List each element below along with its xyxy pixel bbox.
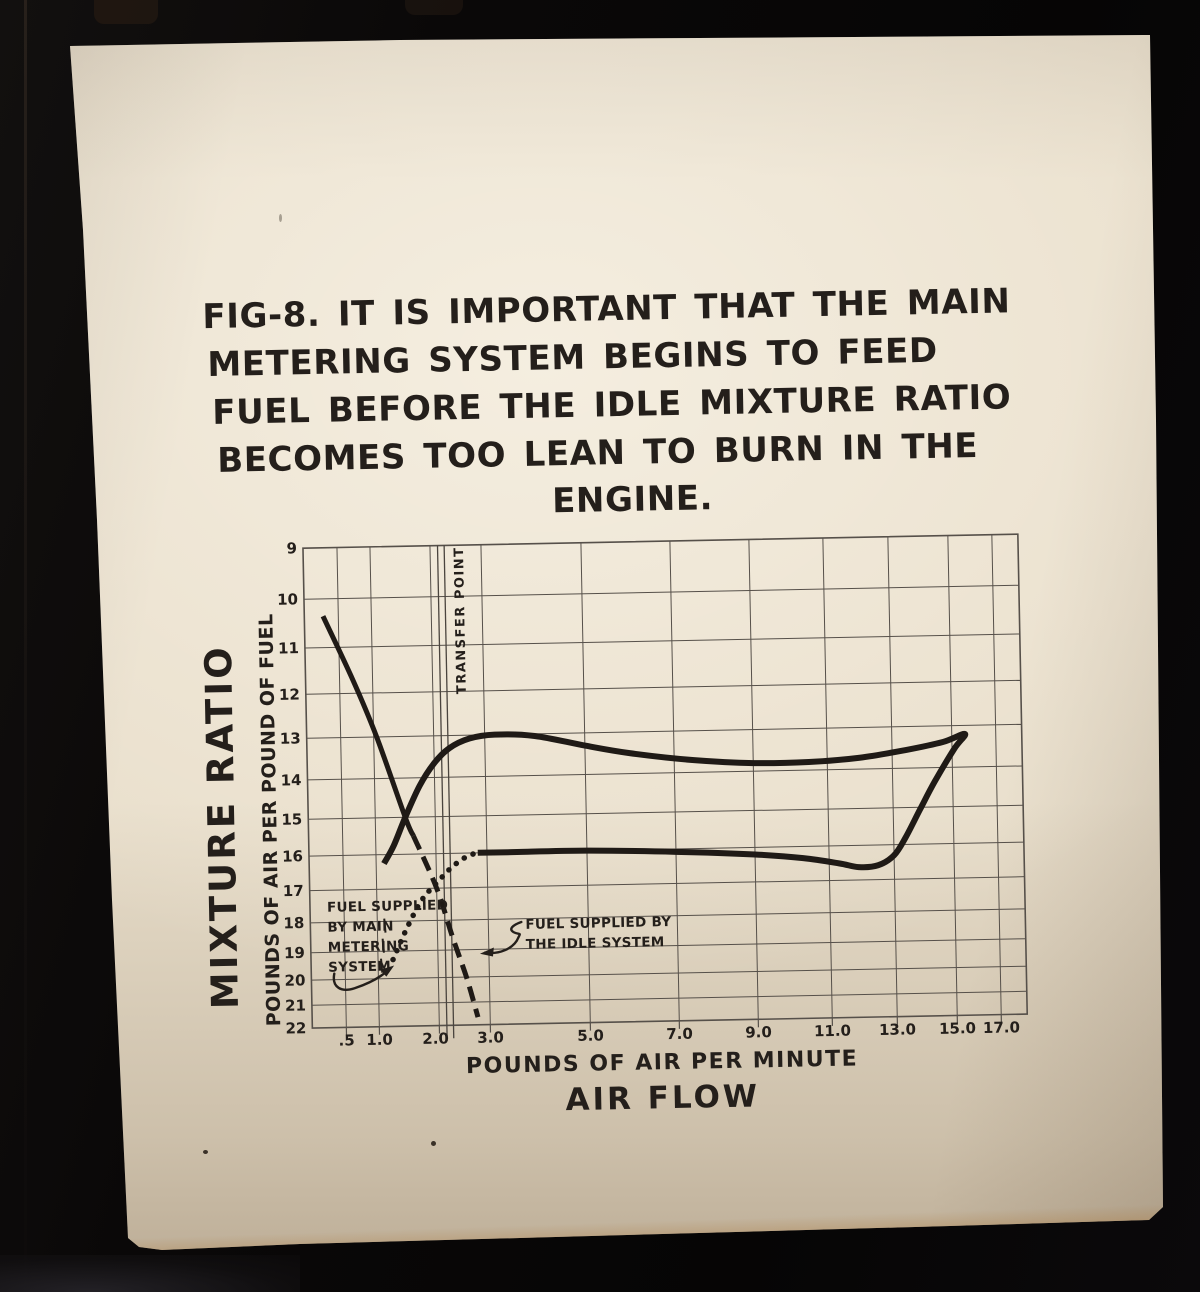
svg-text:AIR FLOW: AIR FLOW bbox=[565, 1078, 760, 1118]
svg-text:12: 12 bbox=[279, 685, 300, 703]
svg-text:22: 22 bbox=[285, 1019, 306, 1037]
caption-line: FIG-8. IT IS IMPORTANT THAT THE MAIN bbox=[202, 281, 1011, 338]
svg-text:15.0: 15.0 bbox=[939, 1019, 976, 1038]
svg-text:POUNDS OF AIR PER MINUTE: POUNDS OF AIR PER MINUTE bbox=[466, 1046, 859, 1079]
svg-text:19: 19 bbox=[284, 944, 305, 962]
svg-text:14: 14 bbox=[280, 771, 301, 789]
engine-operating-mixture-loop bbox=[381, 730, 969, 871]
svg-text:1.0: 1.0 bbox=[366, 1031, 393, 1050]
idle-system-too-lean-dashed bbox=[411, 834, 481, 1018]
svg-text:13.0: 13.0 bbox=[879, 1020, 916, 1039]
svg-text:9.0: 9.0 bbox=[745, 1023, 772, 1042]
svg-text:10: 10 bbox=[277, 590, 298, 608]
main-metering-system-dotted bbox=[390, 850, 481, 963]
svg-text:15: 15 bbox=[281, 810, 302, 828]
svg-text:13: 13 bbox=[280, 729, 301, 747]
svg-text:FUEL SUPPLIED BY: FUEL SUPPLIED BY bbox=[525, 914, 671, 933]
caption-line: BECOMES TOO LEAN TO BURN IN THE bbox=[216, 425, 979, 481]
paper-speck bbox=[279, 214, 282, 222]
svg-text:BY MAIN: BY MAIN bbox=[327, 918, 394, 935]
svg-text:9: 9 bbox=[286, 539, 297, 557]
svg-text:20: 20 bbox=[284, 971, 305, 989]
svg-text:THE IDLE SYSTEM: THE IDLE SYSTEM bbox=[526, 934, 665, 953]
background-wall-edge bbox=[24, 0, 27, 1292]
caption-line: ENGINE. bbox=[551, 478, 714, 522]
caption-line: FUEL BEFORE THE IDLE MIXTURE RATIO bbox=[211, 377, 1012, 433]
svg-text:METERING: METERING bbox=[328, 938, 410, 956]
svg-text:.5: .5 bbox=[338, 1031, 354, 1049]
svg-text:2.0: 2.0 bbox=[422, 1029, 449, 1048]
svg-text:MIXTURE RATIO: MIXTURE RATIO bbox=[197, 644, 247, 1010]
idle-system-mixture-solid bbox=[320, 615, 416, 837]
svg-text:21: 21 bbox=[285, 996, 306, 1014]
figure-caption: FIG-8. IT IS IMPORTANT THAT THE MAIN METE… bbox=[202, 281, 1012, 521]
svg-text:7.0: 7.0 bbox=[666, 1025, 693, 1044]
svg-text:18: 18 bbox=[283, 914, 304, 932]
paper-speck bbox=[431, 1141, 436, 1146]
caption-line: METERING SYSTEM BEGINS TO FEED bbox=[206, 330, 939, 385]
svg-text:16: 16 bbox=[282, 847, 303, 865]
svg-text:11: 11 bbox=[278, 639, 299, 657]
svg-text:SYSTEM: SYSTEM bbox=[328, 959, 391, 976]
svg-text:11.0: 11.0 bbox=[814, 1022, 851, 1041]
svg-text:FUEL SUPPLIED: FUEL SUPPLIED bbox=[327, 897, 448, 915]
frame-clip-shadow bbox=[94, 0, 158, 24]
svg-text:5.0: 5.0 bbox=[577, 1026, 604, 1045]
svg-text:3.0: 3.0 bbox=[477, 1028, 504, 1047]
frame-clip-shadow bbox=[405, 0, 463, 15]
mixture-ratio-chart: 9 10 11 12 13 14 15 16 17 18 19 20 21 22 .5 1.0 2.0 3.0 5.… bbox=[197, 533, 1029, 1118]
svg-text:17: 17 bbox=[283, 882, 304, 900]
svg-text:POUNDS OF AIR PER POUND OF FUE: POUNDS OF AIR PER POUND OF FUEL bbox=[255, 613, 285, 1026]
paper-speck bbox=[203, 1150, 208, 1154]
floor-shadow bbox=[0, 1255, 300, 1292]
svg-text:17.0: 17.0 bbox=[983, 1018, 1020, 1037]
svg-text:TRANSFER POINT: TRANSFER POINT bbox=[452, 546, 470, 694]
